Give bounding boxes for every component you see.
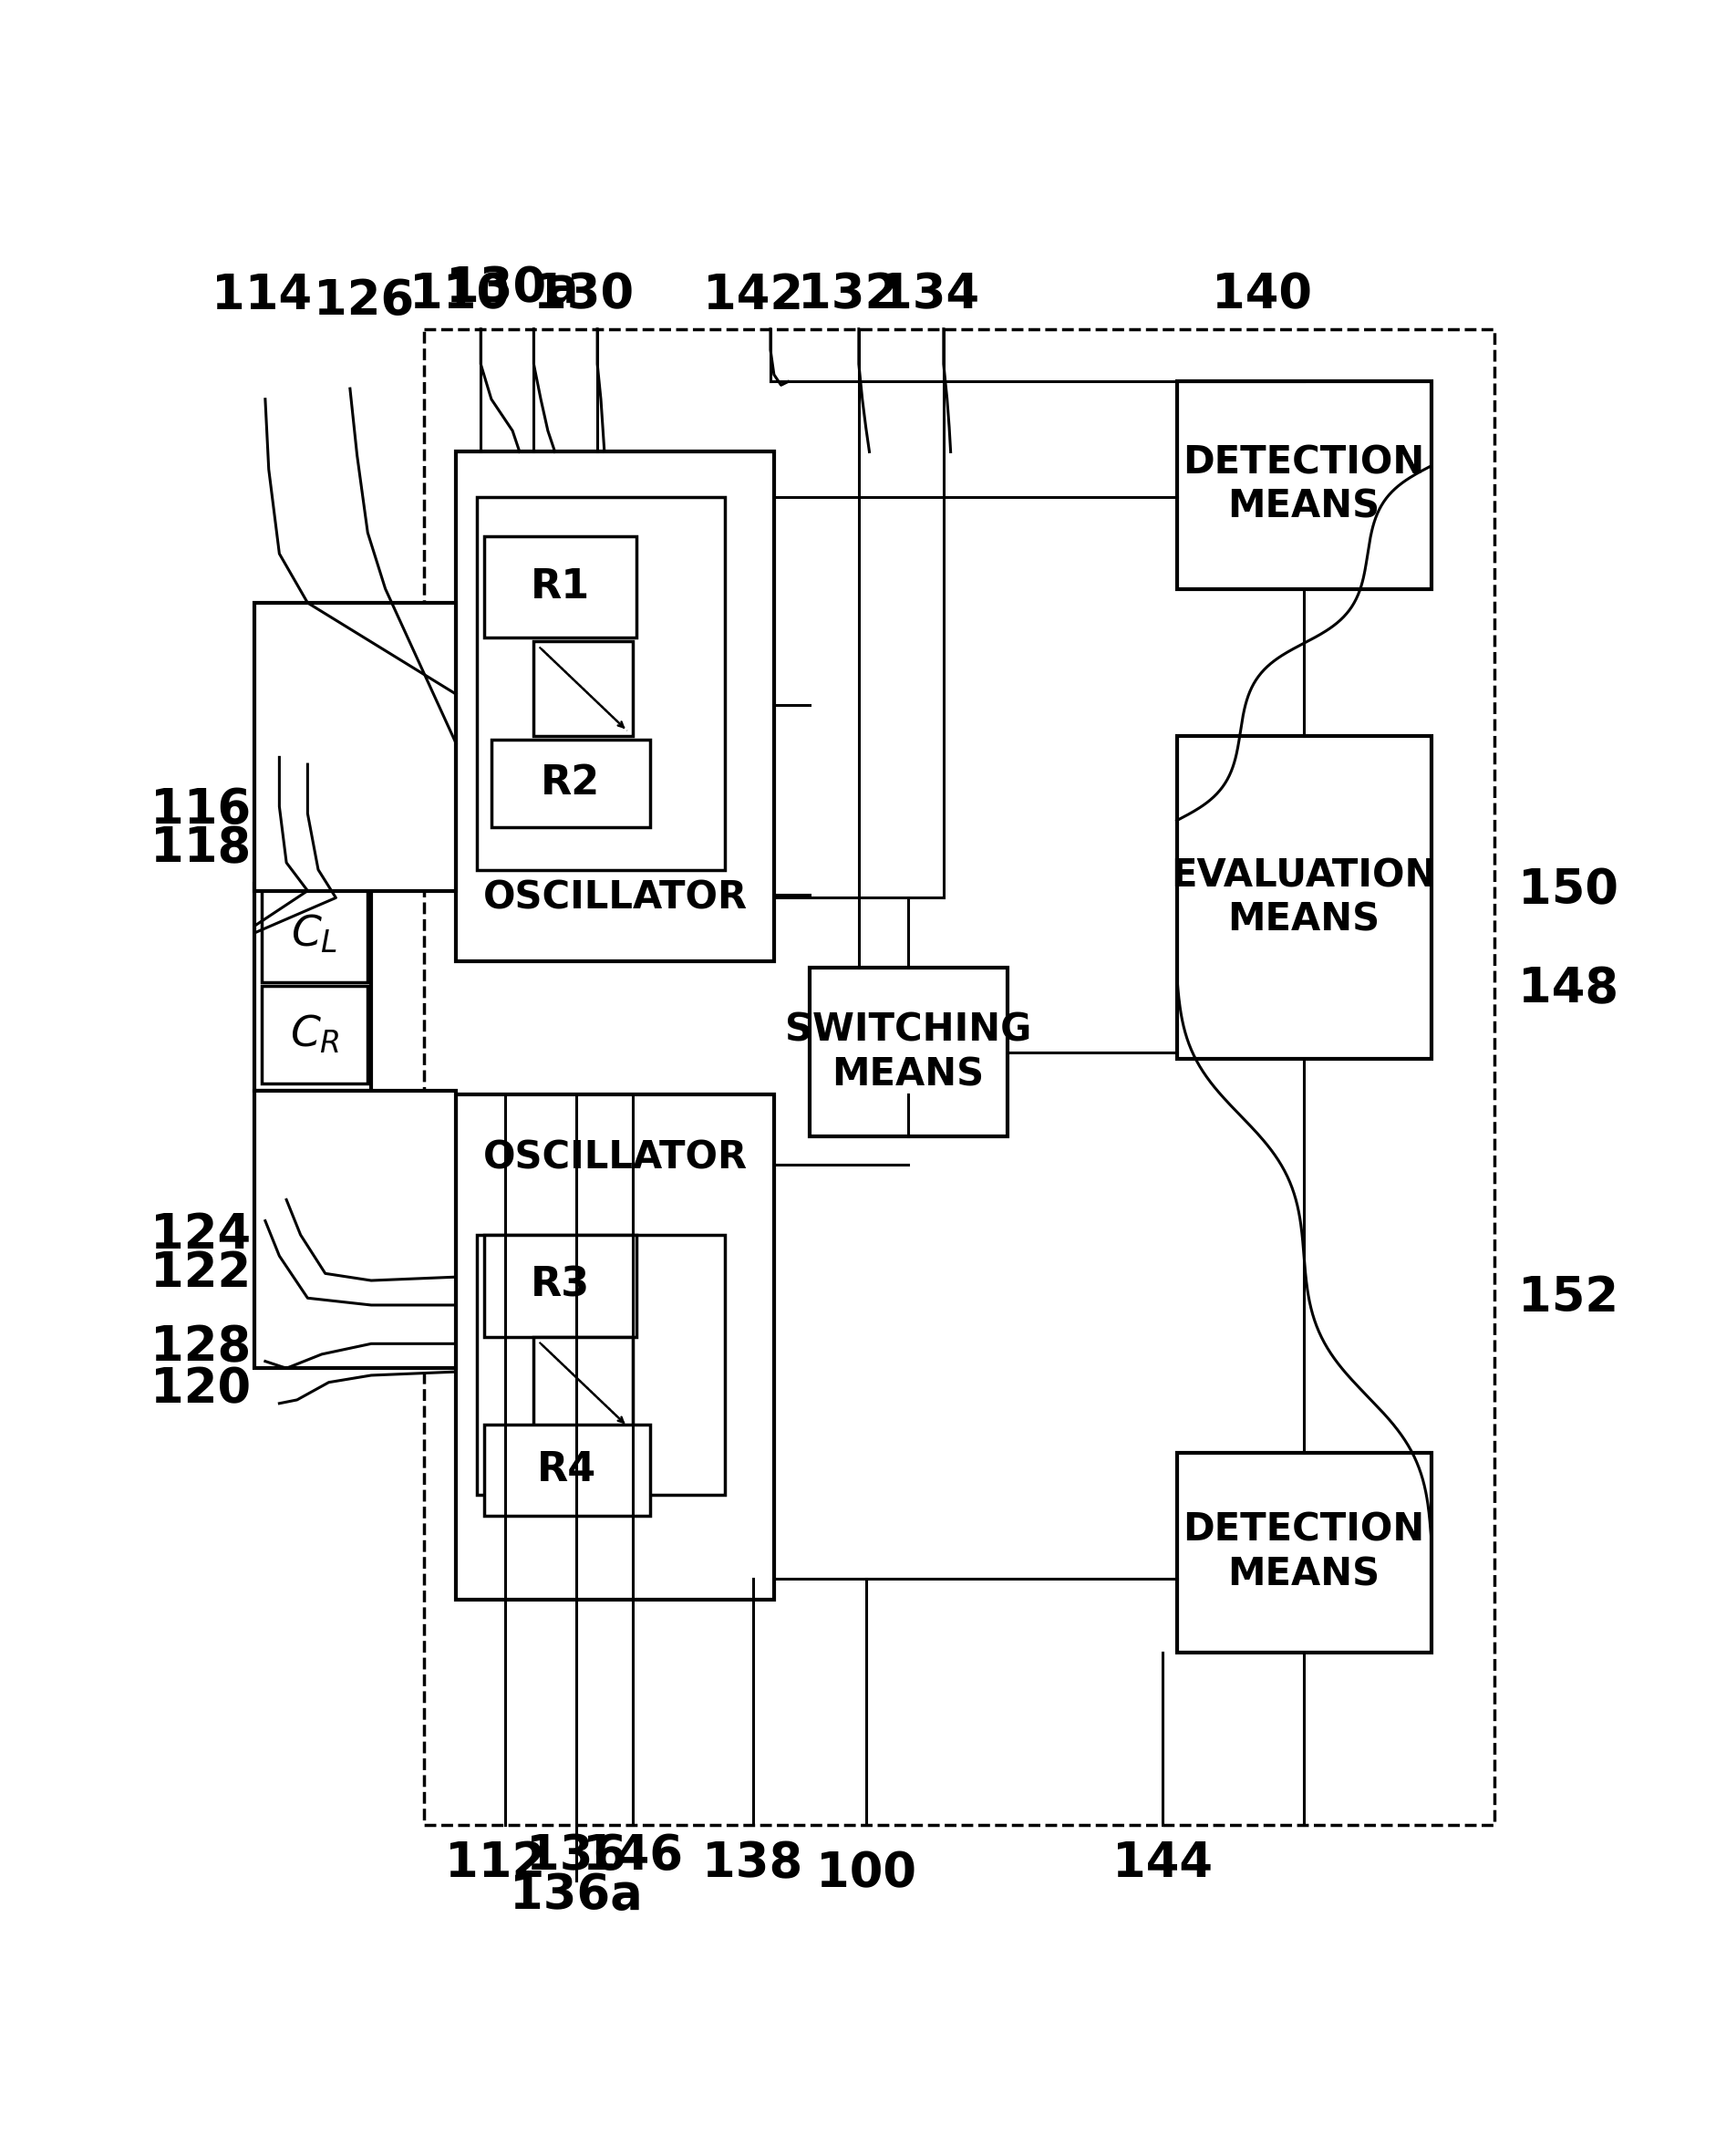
Text: 132: 132 [797, 272, 899, 319]
Text: R1: R1 [530, 567, 590, 606]
Text: 124: 124 [150, 1212, 250, 1259]
Text: 130: 130 [533, 272, 633, 319]
Text: 134: 134 [879, 272, 980, 319]
Text: R4: R4 [537, 1451, 597, 1490]
Text: 150: 150 [1519, 867, 1619, 914]
Bar [476, 498, 725, 869]
Text: 126: 126 [314, 278, 414, 326]
Bar [1177, 382, 1431, 589]
Text: $C_R$: $C_R$ [290, 1013, 340, 1056]
Text: 114: 114 [212, 272, 312, 319]
Text: 130a: 130a [445, 265, 578, 313]
Text: 136a: 136a [509, 1871, 642, 1919]
Text: R2: R2 [540, 763, 601, 802]
Bar [262, 888, 368, 981]
Bar [425, 330, 1495, 1824]
Text: SWITCHING
MEANS: SWITCHING MEANS [785, 1011, 1032, 1093]
Text: 118: 118 [150, 826, 250, 873]
Bar [476, 1235, 725, 1494]
Bar [533, 1337, 633, 1432]
Bar [809, 968, 1008, 1136]
Bar [1177, 1453, 1431, 1654]
Text: 152: 152 [1519, 1274, 1619, 1322]
Text: 140: 140 [1212, 272, 1312, 319]
Text: 148: 148 [1519, 966, 1619, 1013]
Bar [262, 985, 368, 1084]
Text: 142: 142 [702, 272, 803, 319]
Text: 144: 144 [1113, 1839, 1213, 1886]
Text: 122: 122 [150, 1250, 250, 1298]
Text: 110: 110 [409, 272, 509, 319]
Bar [485, 1425, 651, 1516]
Bar [456, 453, 773, 962]
Text: 120: 120 [150, 1365, 250, 1412]
Bar [533, 642, 633, 735]
Text: 116: 116 [150, 787, 250, 834]
Text: 146: 146 [582, 1833, 683, 1880]
Text: 136: 136 [526, 1833, 627, 1880]
Text: EVALUATION
MEANS: EVALUATION MEANS [1172, 856, 1436, 940]
Text: DETECTION
MEANS: DETECTION MEANS [1182, 1511, 1426, 1593]
Text: DETECTION
MEANS: DETECTION MEANS [1182, 444, 1426, 526]
Text: 112: 112 [445, 1839, 545, 1886]
Bar [492, 740, 651, 828]
Bar [485, 537, 637, 638]
Bar [1177, 735, 1431, 1059]
Text: $C_L$: $C_L$ [292, 914, 338, 955]
Text: 128: 128 [150, 1324, 250, 1371]
Text: 100: 100 [816, 1850, 917, 1897]
Bar [456, 1095, 773, 1600]
Text: OSCILLATOR: OSCILLATOR [483, 880, 747, 916]
Text: 138: 138 [702, 1839, 803, 1886]
Text: OSCILLATOR: OSCILLATOR [483, 1138, 747, 1177]
Bar [485, 1235, 637, 1337]
Text: R3: R3 [530, 1266, 590, 1304]
Bar [255, 884, 371, 1091]
Bar [255, 604, 456, 890]
Bar [255, 1091, 456, 1369]
